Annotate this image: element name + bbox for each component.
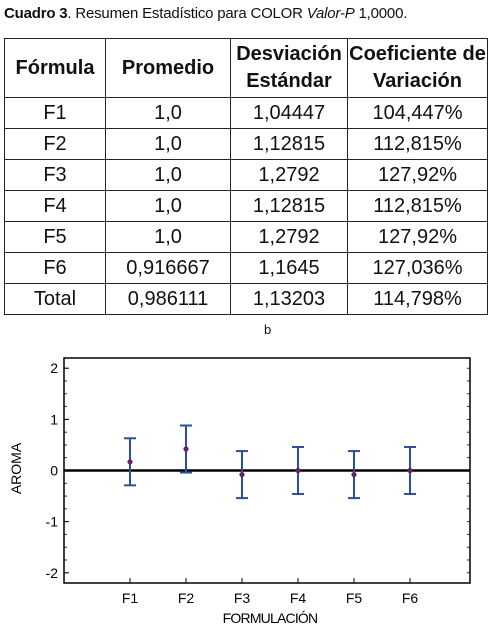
cell-coeficiente: 127,036% [347, 252, 488, 284]
cell-promedio: 1,0 [105, 159, 231, 191]
cell-formula: Total [4, 283, 106, 315]
cell-promedio: 1,0 [105, 221, 231, 253]
table-row: F3 1,0 1,2792 127,92% [4, 159, 488, 191]
subfigure-label: b [264, 322, 272, 337]
table-row: F4 1,0 1,12815 112,815% [4, 190, 488, 222]
cell-coeficiente: 127,92% [347, 221, 488, 253]
table-row-total: Total 0,986111 1,13203 114,798% [4, 283, 488, 315]
cell-formula: F3 [4, 159, 106, 191]
cell-formula: F6 [4, 252, 106, 284]
cell-coeficiente: 112,815% [347, 128, 488, 160]
mean-point [239, 471, 245, 478]
cell-promedio: 1,0 [105, 97, 231, 129]
statistics-table: Fórmula Promedio Desviación Estándar Coe… [4, 38, 488, 315]
aroma-errorbar-chart: 2 1 0 -1 -2 F1 F2 F3 F4 F5 F6 FORMULACIÓN AROMA [8, 357, 471, 626]
caption-italic: Valor-P [306, 5, 355, 22]
y-axis-title: AROMA [8, 442, 24, 494]
mean-point [295, 467, 301, 474]
cell-formula: F5 [4, 221, 106, 253]
table-row: F2 1,0 1,12815 112,815% [4, 128, 488, 160]
mean-point [183, 446, 189, 452]
header-desviacion: Desviación Estándar [230, 38, 348, 98]
caption-text-a: . Resumen Estadístico para COLOR [67, 5, 307, 22]
y-tick-label: 0 [50, 463, 58, 479]
cell-coeficiente: 104,447% [347, 97, 488, 129]
header-coeficiente: Coeficiente de Variación [347, 38, 488, 98]
cell-promedio: 1,0 [105, 190, 231, 222]
y-tick-label: 1 [50, 411, 58, 427]
y-tick-label: 2 [50, 360, 58, 376]
header-formula: Fórmula [4, 38, 106, 98]
cell-coeficiente: 127,92% [347, 159, 488, 191]
cell-desviacion: 1,1645 [230, 252, 348, 284]
caption-label: Cuadro 3 [4, 5, 68, 22]
cell-desviacion: 1,04447 [230, 97, 348, 129]
x-tick-label: F6 [402, 590, 419, 606]
table-header-row: Fórmula Promedio Desviación Estándar Coe… [4, 38, 488, 98]
table-row: F1 1,0 1,04447 104,447% [4, 97, 488, 129]
cell-promedio: 0,986111 [105, 283, 231, 315]
cell-desviacion: 1,2792 [230, 221, 348, 253]
x-axis-title: FORMULACIÓN [223, 610, 318, 626]
mean-point [351, 471, 357, 478]
x-tick-label: F4 [290, 590, 307, 606]
caption-text-b: 1,0000. [354, 5, 408, 22]
table-caption: Cuadro 3. Resumen Estadístico para COLOR… [4, 5, 407, 22]
cell-desviacion: 1,12815 [230, 190, 348, 222]
cell-desviacion: 1,12815 [230, 128, 348, 160]
cell-desviacion: 1,2792 [230, 159, 348, 191]
mean-point [407, 467, 413, 474]
cell-formula: F1 [4, 97, 106, 129]
x-tick-label: F2 [178, 590, 195, 606]
table-row: F5 1,0 1,2792 127,92% [4, 221, 488, 253]
cell-coeficiente: 114,798% [347, 283, 488, 315]
cell-formula: F2 [4, 128, 106, 160]
cell-coeficiente: 112,815% [347, 190, 488, 222]
cell-desviacion: 1,13203 [230, 283, 348, 315]
cell-promedio: 0,916667 [105, 252, 231, 284]
x-tick-label: F5 [346, 590, 363, 606]
table-row: F6 0,916667 1,1645 127,036% [4, 252, 488, 284]
header-promedio: Promedio [105, 38, 231, 98]
cell-formula: F4 [4, 190, 106, 222]
y-tick-label: -2 [46, 565, 59, 581]
mean-point [127, 459, 133, 465]
y-tick-label: -1 [46, 514, 59, 530]
cell-promedio: 1,0 [105, 128, 231, 160]
x-tick-label: F1 [122, 590, 139, 606]
x-tick-label: F3 [234, 590, 251, 606]
